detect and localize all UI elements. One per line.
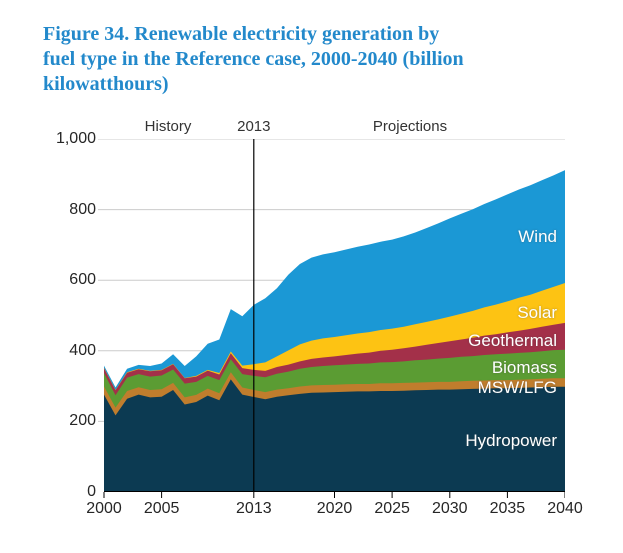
y-axis-label-200: 200 [69, 412, 96, 430]
area-label-solar: Solar [517, 303, 557, 322]
y-axis-label-400: 400 [69, 341, 96, 359]
figure-title: Figure 34. Renewable electricity generat… [43, 22, 603, 97]
x-axis-label-2040: 2040 [547, 500, 583, 517]
y-axis-label-0: 0 [87, 483, 96, 500]
y-axis-label-1000: 1,000 [55, 130, 96, 147]
plot-area [98, 138, 566, 499]
area-label-hydropower: Hydropower [465, 431, 557, 450]
figure-title-line-3: kilowatthours) [43, 73, 169, 95]
y-axis-label-600: 600 [69, 271, 96, 289]
area-label-geothermal: Geothermal [468, 331, 557, 350]
y-axis-label-800: 800 [69, 200, 96, 218]
area-label-msw-lfg: MSW/LFG [477, 378, 557, 397]
area-label-wind: Wind [518, 227, 557, 246]
x-axis-label-2030: 2030 [431, 500, 468, 517]
x-axis-label-2013: 2013 [236, 500, 272, 517]
projections-label: Projections [372, 118, 448, 135]
x-axis-label-2000: 2000 [86, 500, 122, 517]
plot-svg [98, 138, 566, 498]
history-label: History [144, 118, 192, 135]
x-axis-label-2020: 2020 [316, 500, 353, 517]
x-axis-label-2025: 2025 [374, 500, 410, 517]
figure-title-line-2: fuel type in the Reference case, 2000-20… [43, 48, 464, 70]
divider-label: 2013 [237, 118, 271, 135]
area-hydropower [104, 379, 565, 492]
figure-title-line-1: Figure 34. Renewable electricity generat… [43, 23, 440, 45]
x-axis-label-2005: 2005 [143, 500, 180, 517]
x-axis-label-2035: 2035 [489, 500, 526, 517]
area-label-biomass: Biomass [491, 358, 557, 377]
